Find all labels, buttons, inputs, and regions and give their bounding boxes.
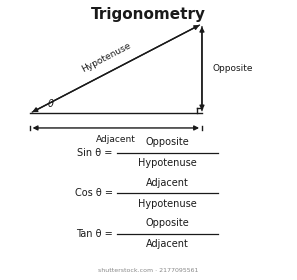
Text: θ: θ (48, 99, 53, 109)
Text: Opposite: Opposite (146, 218, 190, 228)
Text: Cos θ =: Cos θ = (75, 188, 113, 198)
Text: Adjacent: Adjacent (146, 178, 189, 188)
Text: Hypotenuse: Hypotenuse (80, 41, 132, 74)
Text: Hypotenuse: Hypotenuse (138, 199, 197, 209)
Text: Sin θ =: Sin θ = (78, 148, 113, 158)
Text: Adjacent: Adjacent (146, 239, 189, 249)
Text: Adjacent: Adjacent (96, 135, 136, 144)
Text: Trigonometry: Trigonometry (91, 7, 206, 22)
Text: shutterstock.com · 2177095561: shutterstock.com · 2177095561 (98, 268, 199, 273)
Text: Opposite: Opposite (146, 137, 190, 147)
Text: Tan θ =: Tan θ = (76, 229, 113, 239)
Text: Opposite: Opposite (212, 64, 253, 73)
Text: Hypotenuse: Hypotenuse (138, 158, 197, 168)
